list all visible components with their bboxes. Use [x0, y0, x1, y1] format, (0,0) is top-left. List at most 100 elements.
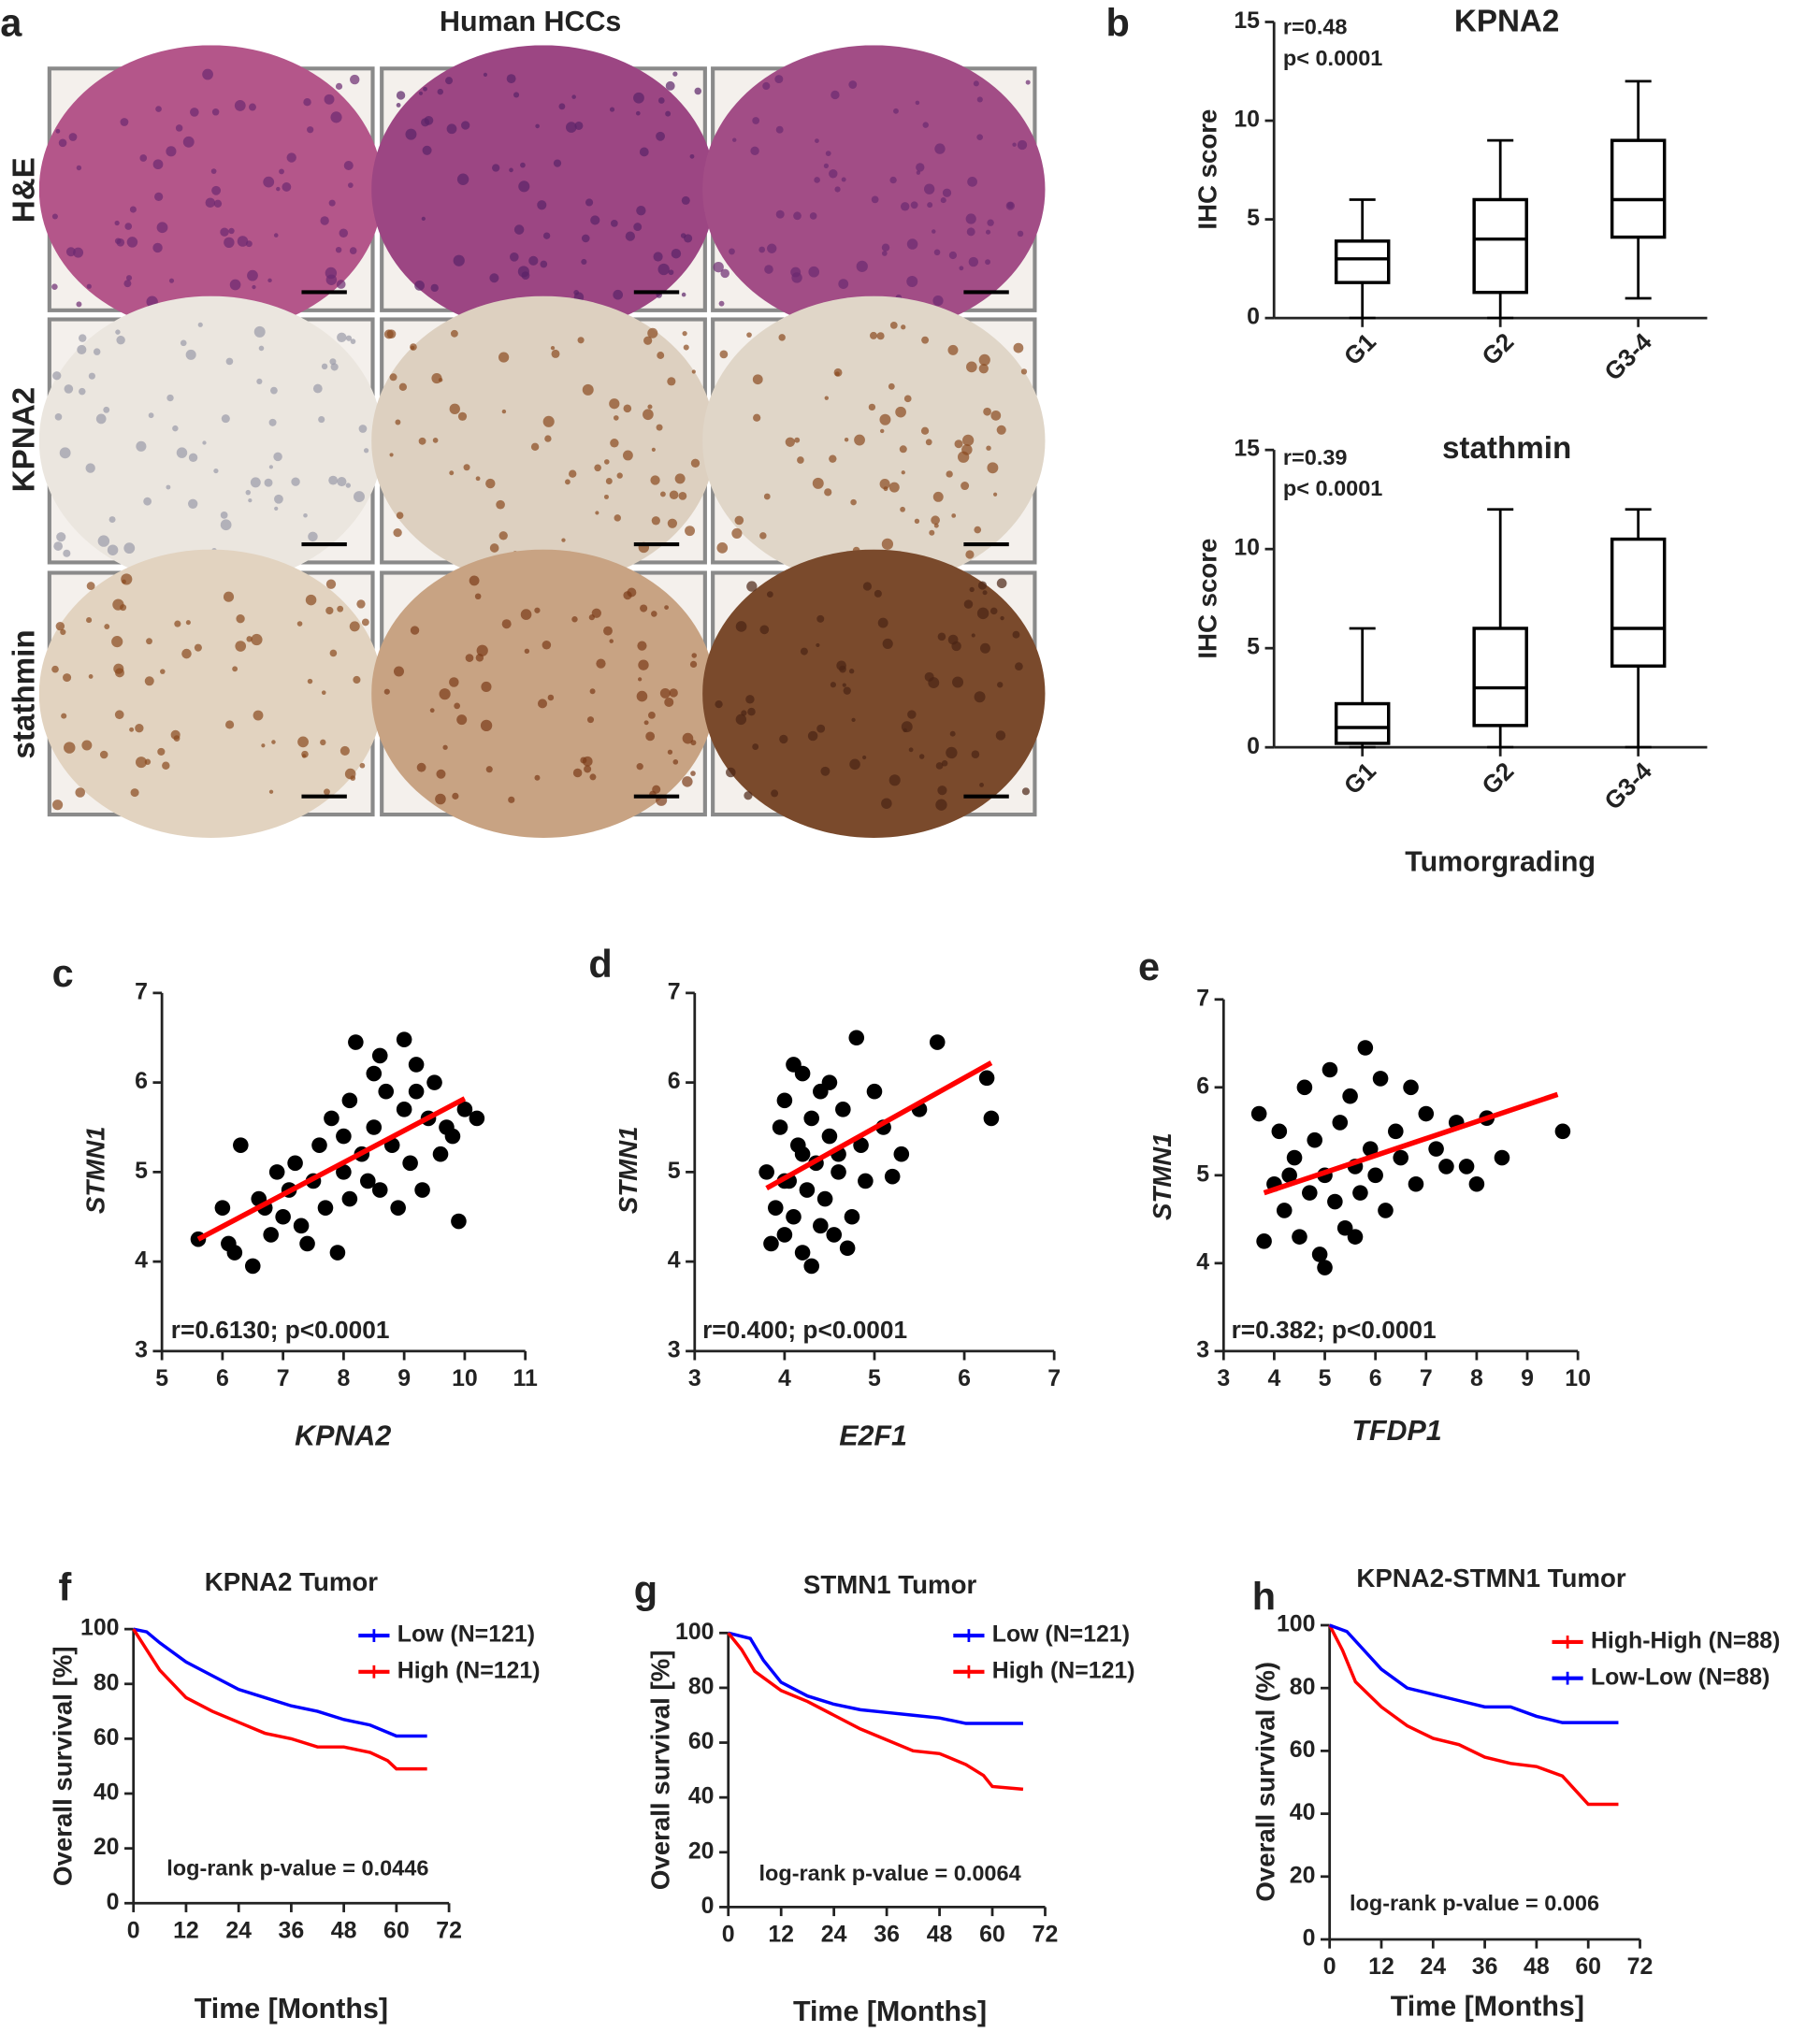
cell	[339, 745, 350, 756]
cell	[152, 159, 164, 170]
cell	[509, 167, 513, 173]
cell	[166, 484, 171, 490]
cell	[61, 713, 67, 719]
x-tick-label: 4	[1267, 1365, 1280, 1391]
cell	[669, 490, 679, 500]
cell	[485, 766, 493, 773]
cell	[605, 478, 613, 484]
cell	[643, 336, 653, 345]
cell	[954, 440, 963, 449]
point	[848, 1030, 865, 1046]
cell	[321, 363, 328, 370]
point	[1271, 1123, 1288, 1140]
cell	[152, 242, 163, 253]
cell	[349, 74, 360, 85]
cell	[823, 163, 830, 168]
cell	[202, 440, 207, 445]
legend-label: Low (N=121)	[992, 1621, 1130, 1648]
cell	[445, 77, 454, 85]
tissue	[371, 550, 715, 838]
cell	[683, 344, 689, 351]
cell	[659, 687, 671, 699]
cell	[876, 332, 885, 340]
cell	[609, 398, 620, 410]
cell	[833, 367, 843, 377]
cell	[830, 682, 836, 688]
cell	[248, 103, 256, 111]
cell	[888, 482, 900, 493]
point	[293, 1218, 310, 1234]
cell	[603, 626, 613, 636]
cell	[430, 283, 439, 293]
cell	[735, 713, 747, 726]
chart-title: stathmin	[1442, 431, 1571, 466]
cell	[871, 195, 879, 204]
y-tick-label: 80	[1290, 1674, 1316, 1700]
x-axis-label: Time [Months]	[195, 1993, 388, 2025]
cell	[797, 456, 804, 464]
cell	[851, 717, 856, 723]
cell	[829, 169, 838, 179]
cell	[349, 621, 360, 632]
cell	[633, 92, 644, 104]
cell	[862, 755, 867, 760]
cell	[481, 681, 492, 693]
cell	[901, 470, 905, 475]
point	[1468, 1175, 1485, 1192]
cell	[335, 82, 343, 90]
x-tick-label: 9	[1521, 1365, 1534, 1391]
y-tick-label: 60	[688, 1728, 715, 1754]
cell	[489, 543, 499, 553]
cell	[213, 468, 219, 474]
y-tick-label: 20	[94, 1834, 120, 1860]
cell	[162, 761, 170, 770]
cell	[508, 796, 515, 803]
cell	[303, 98, 311, 107]
survival-curve	[1329, 1623, 1619, 1724]
chart-title: KPNA2 Tumor	[205, 1567, 379, 1596]
cell	[668, 269, 674, 276]
cell	[937, 785, 947, 796]
x-tick-label: 7	[1047, 1365, 1061, 1391]
cell	[520, 609, 532, 620]
cell	[657, 263, 670, 276]
cell	[637, 641, 647, 651]
cell	[125, 275, 133, 281]
point	[396, 1031, 412, 1047]
cell	[764, 265, 773, 274]
cell	[816, 724, 826, 733]
cell	[156, 222, 168, 234]
cell	[274, 494, 283, 504]
y-tick-label: 5	[1247, 634, 1260, 660]
point	[799, 1182, 816, 1198]
cell	[389, 453, 394, 457]
cell	[881, 243, 890, 252]
cell	[979, 782, 984, 787]
cell	[877, 617, 888, 628]
cell	[63, 673, 72, 683]
cell	[442, 744, 448, 750]
x-tick-label: G2	[1476, 757, 1519, 800]
point	[794, 1146, 811, 1162]
cell	[1021, 787, 1030, 796]
cell	[52, 371, 62, 381]
y-tick-label: 10	[1234, 535, 1260, 561]
annotation: r=0.6130; p<0.0001	[171, 1316, 390, 1344]
cell	[682, 331, 687, 337]
cell	[591, 608, 601, 618]
cell	[1013, 342, 1024, 353]
cell	[718, 300, 725, 307]
cell	[636, 690, 648, 702]
cell	[211, 185, 222, 195]
cell	[537, 200, 547, 210]
cell	[974, 526, 982, 534]
cell	[553, 159, 562, 167]
cell	[456, 173, 469, 185]
cell	[79, 387, 86, 396]
y-tick-label: 0	[1247, 304, 1260, 330]
cell	[682, 776, 693, 787]
cell	[574, 121, 584, 130]
cell	[793, 211, 802, 221]
cell	[534, 774, 541, 781]
